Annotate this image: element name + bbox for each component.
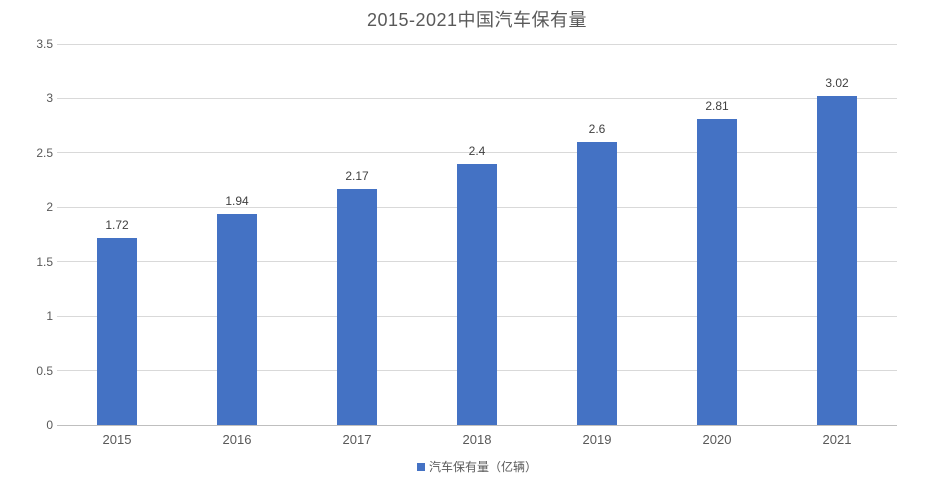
y-axis-tick-label: 1.5	[36, 254, 53, 269]
y-axis-tick-label: 1	[46, 309, 53, 324]
x-axis-tick-label: 2020	[702, 432, 732, 447]
x-axis-tick-label: 2019	[582, 432, 612, 447]
bar-2015	[97, 237, 137, 425]
gridline	[57, 152, 897, 154]
data-label: 2.6	[588, 121, 606, 136]
chart-title: 2015-2021中国汽车保有量	[366, 10, 588, 30]
bar-2018	[457, 163, 497, 425]
data-label: 2.17	[345, 168, 369, 183]
x-axis-line	[57, 424, 897, 426]
bar-column: 2.6	[537, 44, 657, 425]
data-label: 1.72	[105, 217, 129, 232]
y-axis-tick-label: 2	[46, 200, 53, 215]
data-label: 2.81	[705, 99, 729, 114]
bar-column: 2.17	[297, 44, 417, 425]
bar-column: 1.72	[57, 44, 177, 425]
bar-2017	[337, 188, 377, 425]
bar-2016	[217, 213, 257, 425]
data-label: 3.02	[825, 76, 849, 91]
legend-marker-icon	[416, 462, 425, 471]
bar-2019	[577, 141, 617, 425]
x-axis-tick-label: 2018	[462, 432, 492, 447]
x-axis-tick-label: 2021	[822, 432, 852, 447]
x-axis-tick-label: 2017	[342, 432, 372, 447]
x-axis-tick-label: 2015	[102, 432, 132, 447]
bar-column: 3.02	[777, 44, 897, 425]
plot-area: 1.72 1.94 2.17 2.4 2.6 2.81 3.02	[57, 43, 897, 426]
bar-2020	[697, 119, 737, 425]
bar-column: 1.94	[177, 44, 297, 425]
data-label: 2.4	[468, 143, 486, 158]
bar-column: 2.4	[417, 44, 537, 425]
gridline	[57, 97, 897, 99]
legend-label: 汽车保有量（亿辆）	[428, 460, 537, 474]
bar-2021	[817, 96, 857, 425]
bar-column: 2.81	[657, 44, 777, 425]
y-axis-tick-label: 0	[46, 418, 53, 432]
y-axis-tick-label: 2.5	[36, 145, 53, 160]
y-axis-tick-label: 3.5	[36, 37, 53, 51]
y-axis-tick-label: 0.5	[36, 363, 53, 378]
chart-legend: 汽车保有量（亿辆）	[57, 458, 897, 475]
x-axis-tick-label: 2016	[222, 432, 252, 447]
y-axis-tick-label: 3	[46, 91, 53, 106]
gridline	[57, 43, 897, 45]
data-label: 1.94	[225, 193, 249, 208]
